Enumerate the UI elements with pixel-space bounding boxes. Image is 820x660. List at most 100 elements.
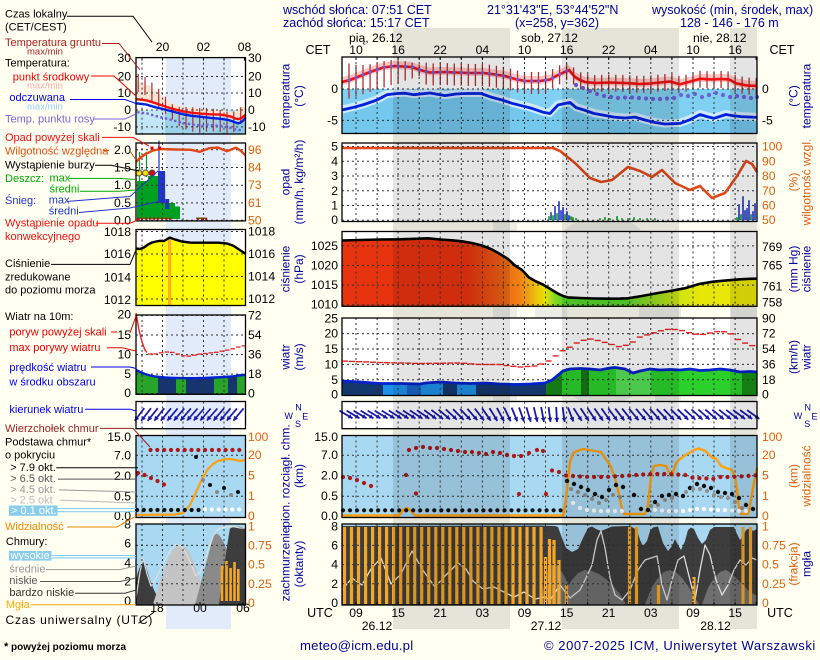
svg-text:20: 20 [156, 40, 170, 54]
svg-text:09: 09 [518, 606, 532, 620]
svg-text:niskie: niskie [9, 575, 37, 587]
svg-text:0: 0 [762, 388, 769, 402]
svg-text:poryw powyżej skali: poryw powyżej skali [9, 326, 106, 338]
svg-text:100: 100 [762, 430, 783, 444]
svg-text:0.0: 0.0 [114, 509, 131, 523]
svg-text:Wiatr na 10m:: Wiatr na 10m: [5, 311, 73, 323]
svg-text:20: 20 [117, 70, 131, 84]
svg-text:100: 100 [762, 140, 783, 154]
svg-text:Wilgotność względna: Wilgotność względna [5, 146, 109, 158]
svg-text:4: 4 [331, 558, 338, 572]
svg-text:2.0: 2.0 [114, 469, 131, 483]
svg-text:5: 5 [762, 469, 769, 483]
svg-text:10: 10 [117, 348, 131, 362]
svg-text:pion. rozciągł. chm.: pion. rozciągł. chm. [279, 424, 293, 527]
svg-text:1015: 1015 [311, 278, 338, 292]
svg-text:> 4.5 okt.: > 4.5 okt. [10, 484, 56, 496]
svg-text:0: 0 [762, 509, 769, 523]
svg-text:1016: 1016 [104, 247, 131, 261]
svg-text:10: 10 [349, 43, 363, 57]
svg-text:0: 0 [124, 386, 131, 400]
svg-text:21°31'43"E, 53°44'52"N: 21°31'43"E, 53°44'52"N [487, 3, 618, 17]
svg-text:20: 20 [762, 448, 776, 462]
svg-text:128 - 146 - 176 m: 128 - 146 - 176 m [680, 16, 779, 30]
svg-text:0.75: 0.75 [248, 538, 272, 552]
svg-text:© 2007-2025 ICM, Uniwersytet W: © 2007-2025 ICM, Uniwersytet Warszawski [544, 638, 816, 653]
svg-text:(km): (km) [787, 464, 801, 488]
svg-text:16: 16 [728, 43, 742, 57]
svg-text:Widzialność: Widzialność [5, 521, 64, 533]
svg-text:15: 15 [391, 606, 405, 620]
svg-text:widzialność: widzialność [800, 445, 814, 507]
svg-text:0: 0 [331, 596, 338, 610]
svg-text:30: 30 [117, 51, 131, 65]
svg-text:kierunek wiatru: kierunek wiatru [9, 404, 83, 416]
svg-text:100: 100 [248, 430, 269, 444]
svg-text:ciśnienie: ciśnienie [800, 245, 814, 292]
svg-text:max: max [50, 172, 71, 184]
svg-text:0.5: 0.5 [114, 196, 131, 210]
svg-text:2.0: 2.0 [114, 143, 131, 157]
svg-text:1025: 1025 [311, 239, 338, 253]
svg-text:*: * [4, 641, 9, 653]
svg-text:1: 1 [762, 520, 769, 534]
svg-text:(m/s): (m/s) [292, 343, 306, 370]
svg-text:54: 54 [248, 328, 262, 342]
svg-text:pią, 26.12: pią, 26.12 [349, 31, 403, 45]
svg-text:2: 2 [331, 577, 338, 591]
svg-text:(mm/h, kg/m²/h): (mm/h, kg/m²/h) [292, 140, 306, 225]
svg-text:5: 5 [331, 373, 338, 387]
svg-text:powyżej poziomu morza: powyżej poziomu morza [11, 642, 126, 653]
svg-text:36: 36 [248, 348, 262, 362]
svg-text:0.5: 0.5 [114, 490, 131, 504]
svg-text:0.5: 0.5 [248, 558, 265, 572]
svg-text:0.5: 0.5 [762, 558, 779, 572]
svg-text:> 7.9 okt.: > 7.9 okt. [10, 462, 56, 474]
svg-text:10: 10 [518, 43, 532, 57]
svg-text:1014: 1014 [248, 270, 275, 284]
svg-text:max/min: max/min [27, 47, 63, 58]
svg-text:meteo@icm.edu.pl: meteo@icm.edu.pl [300, 638, 413, 653]
svg-text:konwekcyjnego: konwekcyjnego [5, 231, 80, 243]
svg-text:> 6.5 okt.: > 6.5 okt. [10, 473, 56, 485]
svg-text:1010: 1010 [311, 298, 338, 312]
svg-text:Wystąpienie opadu: Wystąpienie opadu [5, 218, 98, 230]
svg-text:0.0: 0.0 [321, 509, 338, 523]
svg-text:18: 18 [248, 367, 262, 381]
svg-text:zredukowane: zredukowane [5, 272, 70, 284]
svg-text:16: 16 [391, 43, 405, 57]
svg-text:średni: średni [50, 184, 80, 196]
svg-text:04: 04 [476, 43, 490, 57]
svg-text:do poziomu morza: do poziomu morza [5, 284, 96, 296]
svg-text:6: 6 [124, 537, 131, 551]
svg-text:15: 15 [560, 606, 574, 620]
svg-text:ciśnienie: ciśnienie [279, 245, 293, 292]
svg-text:18: 18 [762, 373, 776, 387]
svg-text:wiatr: wiatr [800, 344, 814, 370]
svg-text:temperatura: temperatura [800, 63, 814, 128]
svg-text:30: 30 [248, 51, 262, 65]
svg-text:max porywy wiatru: max porywy wiatru [9, 342, 100, 354]
svg-text:max/min: max/min [27, 102, 63, 113]
svg-text:769: 769 [762, 240, 783, 254]
svg-text:0: 0 [331, 388, 338, 402]
svg-text:04: 04 [644, 43, 658, 57]
svg-text:10: 10 [248, 86, 262, 100]
svg-text:1: 1 [248, 489, 255, 503]
svg-text:wschód słońca: 07:51 CET: wschód słońca: 07:51 CET [282, 3, 432, 17]
svg-text:Podstawa chmur*: Podstawa chmur* [5, 437, 92, 449]
svg-text:0: 0 [248, 596, 255, 610]
svg-text:22: 22 [602, 43, 616, 57]
svg-text:opad: opad [279, 169, 293, 196]
svg-text:10: 10 [117, 86, 131, 100]
svg-text:zachmurzenie: zachmurzenie [279, 526, 293, 601]
svg-text:S: S [295, 419, 301, 429]
svg-text:UTC: UTC [307, 606, 333, 620]
svg-text:(x=258, y=362): (x=258, y=362) [515, 16, 599, 30]
svg-text:5: 5 [248, 469, 255, 483]
svg-text:bardzo niskie: bardzo niskie [9, 587, 74, 599]
svg-text:26.12: 26.12 [362, 619, 393, 633]
svg-text:0: 0 [124, 103, 131, 117]
svg-text:96: 96 [248, 143, 262, 157]
svg-text:punkt środkowy: punkt środkowy [13, 72, 90, 84]
